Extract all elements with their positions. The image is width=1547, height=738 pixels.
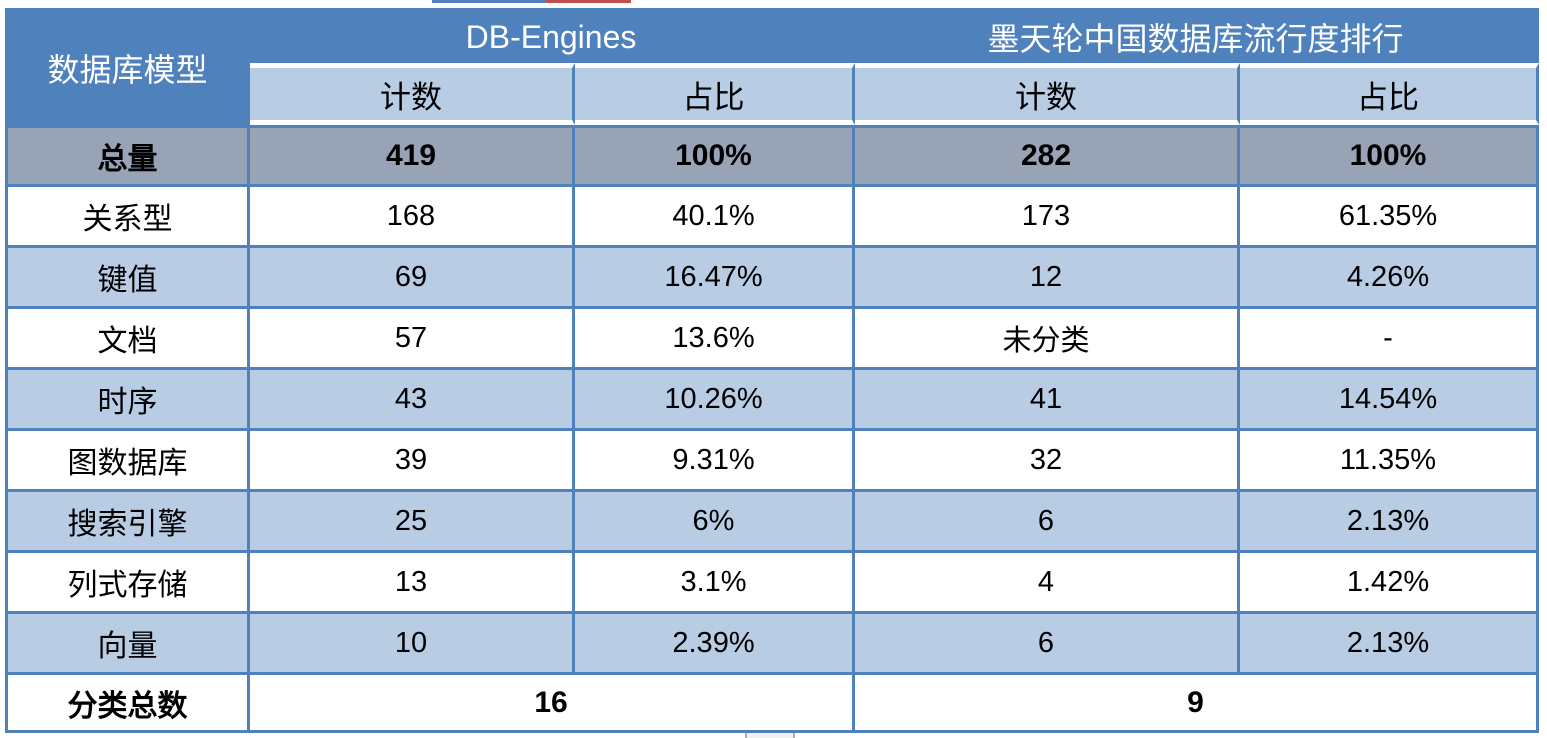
cell-value: 13.6% <box>575 309 855 370</box>
corner-header-database-model: 数据库模型 <box>8 11 250 125</box>
table-row: 关系型 168 40.1% 173 61.35% <box>8 187 1539 248</box>
cell-value: 10.26% <box>575 370 855 431</box>
subheader-count-modb: 计数 <box>855 63 1240 125</box>
cell-value: 2.13% <box>1240 492 1539 553</box>
cell-value: 61.35% <box>1240 187 1539 248</box>
table-row: 向量 10 2.39% 6 2.13% <box>8 614 1539 675</box>
scrollbar-thumb[interactable] <box>745 733 795 738</box>
cell-value: 41 <box>855 370 1240 431</box>
cell-value: 168 <box>250 187 575 248</box>
row-label: 时序 <box>8 370 250 431</box>
blue-underline-fragment <box>432 0 546 3</box>
cell-value: 173 <box>855 187 1240 248</box>
table-row: 列式存储 13 3.1% 4 1.42% <box>8 553 1539 614</box>
cell-value: 12 <box>855 248 1240 309</box>
cell-category-total-modb: 9 <box>855 675 1539 730</box>
table-row: 图数据库 39 9.31% 32 11.35% <box>8 431 1539 492</box>
cell-value: 14.54% <box>1240 370 1539 431</box>
row-label: 关系型 <box>8 187 250 248</box>
row-label: 列式存储 <box>8 553 250 614</box>
database-model-comparison-table: 数据库模型 DB-Engines 墨天轮中国数据库流行度排行 计数 占比 计数 … <box>5 8 1539 733</box>
table-row: 文档 57 13.6% 未分类 - <box>8 309 1539 370</box>
cell-value: 25 <box>250 492 575 553</box>
group-header-modb: 墨天轮中国数据库流行度排行 <box>855 11 1539 63</box>
red-underline-fragment <box>546 0 631 3</box>
cell-value: 1.42% <box>1240 553 1539 614</box>
group-header-db-engines: DB-Engines <box>250 11 855 63</box>
cell-value: 6% <box>575 492 855 553</box>
cell-value: 40.1% <box>575 187 855 248</box>
cell-value: 6 <box>855 614 1240 675</box>
row-label: 键值 <box>8 248 250 309</box>
cell-value: 3.1% <box>575 553 855 614</box>
table-row: 时序 43 10.26% 41 14.54% <box>8 370 1539 431</box>
cell-value: 9.31% <box>575 431 855 492</box>
table-row-total: 总量 419 100% 282 100% <box>8 125 1539 187</box>
cell-value: 未分类 <box>855 309 1240 370</box>
row-label: 分类总数 <box>8 675 250 730</box>
cell-value: 69 <box>250 248 575 309</box>
cell-value: 32 <box>855 431 1240 492</box>
subheader-share-db: 占比 <box>575 63 855 125</box>
subheader-count-db: 计数 <box>250 63 575 125</box>
cell-value: - <box>1240 309 1539 370</box>
cell-value: 4.26% <box>1240 248 1539 309</box>
row-label: 向量 <box>8 614 250 675</box>
cell-value: 100% <box>575 125 855 187</box>
cell-value: 57 <box>250 309 575 370</box>
table-row: 键值 69 16.47% 12 4.26% <box>8 248 1539 309</box>
cell-value: 419 <box>250 125 575 187</box>
cell-value: 2.39% <box>575 614 855 675</box>
cell-value: 2.13% <box>1240 614 1539 675</box>
row-label: 总量 <box>8 125 250 187</box>
table-row: 搜索引擎 25 6% 6 2.13% <box>8 492 1539 553</box>
cell-value: 6 <box>855 492 1240 553</box>
cell-value: 4 <box>855 553 1240 614</box>
cell-value: 43 <box>250 370 575 431</box>
subheader-share-modb: 占比 <box>1240 63 1539 125</box>
cell-value: 282 <box>855 125 1240 187</box>
table-row-category-totals: 分类总数 16 9 <box>8 675 1539 730</box>
cell-value: 39 <box>250 431 575 492</box>
cell-value: 16.47% <box>575 248 855 309</box>
header-sub-row: 计数 占比 计数 占比 <box>8 63 1539 125</box>
cell-value: 13 <box>250 553 575 614</box>
row-label: 图数据库 <box>8 431 250 492</box>
cell-category-total-db-engines: 16 <box>250 675 855 730</box>
row-label: 文档 <box>8 309 250 370</box>
cell-value: 100% <box>1240 125 1539 187</box>
cell-value: 10 <box>250 614 575 675</box>
header-group-row: 数据库模型 DB-Engines 墨天轮中国数据库流行度排行 <box>8 11 1539 125</box>
cell-value: 11.35% <box>1240 431 1539 492</box>
row-label: 搜索引擎 <box>8 492 250 553</box>
